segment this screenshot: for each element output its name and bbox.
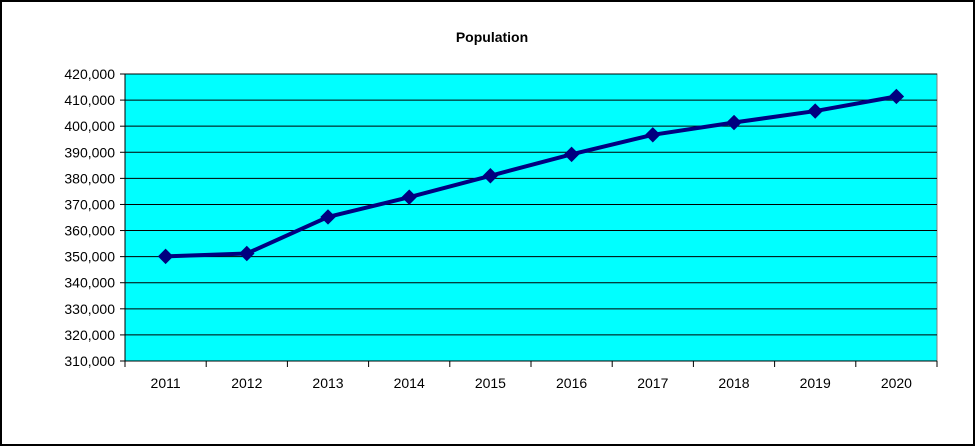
x-tick-label: 2012 (231, 375, 262, 391)
y-tick-label: 400,000 (64, 118, 115, 134)
series-group (157, 88, 905, 265)
y-tick-label: 370,000 (64, 196, 115, 212)
y-tick-label: 320,000 (64, 327, 115, 343)
y-tick-label: 340,000 (64, 275, 115, 291)
series-line (165, 94, 897, 259)
data-point-marker (482, 168, 499, 184)
data-point-marker (888, 88, 905, 105)
data-point-marker (239, 245, 255, 262)
x-axis: 2011 2012 2013 2014 2015 2016 2017 2018 2019 2020 (124, 360, 938, 391)
data-point-marker (563, 146, 580, 163)
data-point-marker (645, 127, 661, 143)
x-tick-label: 2011 (151, 375, 181, 391)
y-tick-label: 380,000 (64, 170, 115, 186)
y-tick-label: 310,000 (64, 353, 115, 369)
y-tick-label: 350,000 (64, 249, 115, 265)
x-tick-label: 2020 (881, 375, 912, 391)
data-point-marker (320, 209, 336, 225)
x-tick-label: 2014 (394, 375, 425, 391)
x-tick-label: 2015 (475, 375, 506, 391)
y-axis: 420,000 410,000 400,000 390,000 380,000 370,0… (64, 66, 126, 369)
data-point-marker (401, 189, 417, 205)
data-point-marker (157, 248, 174, 265)
x-tick-label: 2016 (556, 375, 587, 391)
x-tick-label: 2018 (718, 375, 749, 391)
plot-area (124, 73, 938, 362)
y-tick-label: 390,000 (64, 144, 115, 160)
y-tick-label: 410,000 (64, 92, 115, 108)
grid-lines (125, 73, 937, 336)
x-tick-label: 2019 (800, 375, 831, 391)
y-tick-label: 330,000 (64, 301, 115, 317)
x-tick-label: 2017 (637, 375, 668, 391)
x-tick-label: 2013 (312, 375, 343, 391)
data-point-marker (726, 114, 742, 131)
y-tick-label: 360,000 (64, 223, 115, 239)
data-point-marker (807, 103, 823, 119)
chart-title: Population (456, 29, 528, 45)
y-tick-label: 420,000 (64, 66, 115, 82)
